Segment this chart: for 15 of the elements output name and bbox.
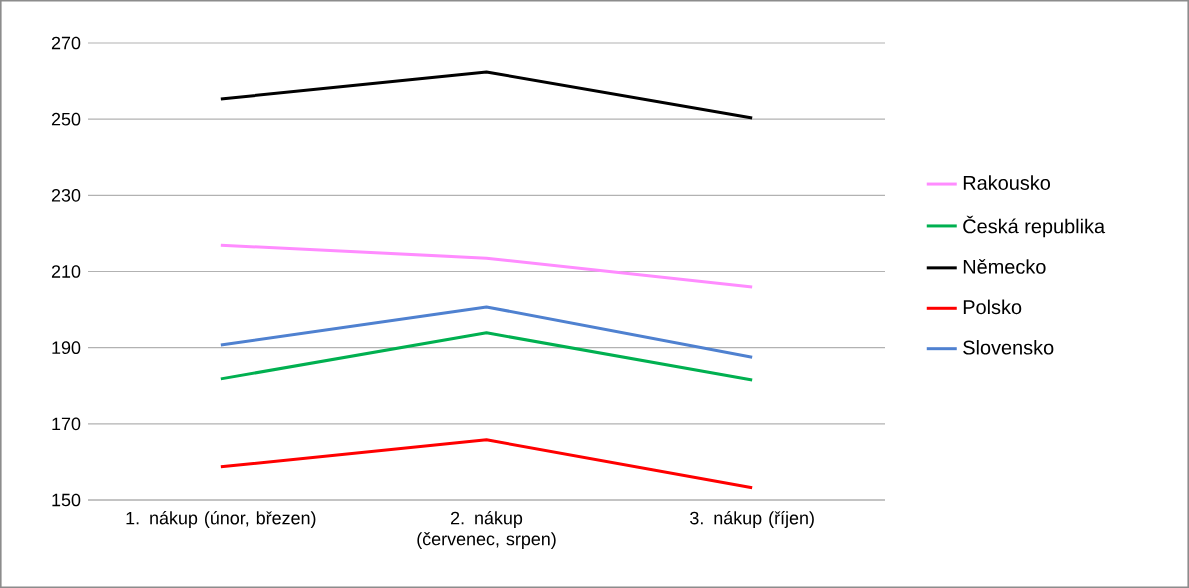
y-tick-label: 170 [52,417,81,431]
y-tick-label: 210 [51,265,81,278]
legend-label: Německo [963,259,1046,274]
y-tick-label: 150 [52,493,81,507]
x-tick-label: 2. nákup (červenec, srpen) [417,511,556,549]
legend-label: Rakousko [963,175,1051,190]
x-tick-label: 1. nákup (únor, březen) [126,511,316,528]
legend-label: Česká republika [963,215,1106,238]
y-tick-label: 230 [51,188,81,202]
x-tick-label: 3. nákup (říjen) [690,511,814,528]
legend-label: Polsko [963,299,1022,315]
y-tick-label: 270 [51,36,81,50]
y-tick-label: 190 [52,341,81,355]
legend-label: Slovensko [963,339,1054,355]
y-tick-label: 250 [51,112,81,126]
